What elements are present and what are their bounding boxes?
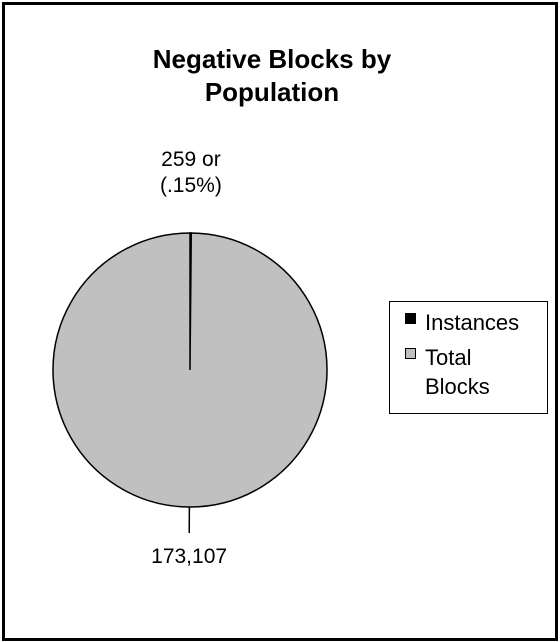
legend: Instances Total Blocks (389, 301, 548, 414)
legend-label: Instances (425, 310, 520, 335)
chart-title: Negative Blocks by Population (152, 44, 392, 107)
pie-slice (52, 232, 328, 508)
data-label: 259 or (.15%) (159, 148, 222, 197)
legend-item: Instances (390, 308, 540, 337)
data-label: 173,107 (151, 544, 228, 568)
legend-swatch (405, 313, 416, 324)
legend-label: Total Blocks (425, 345, 490, 399)
legend-swatch (405, 348, 416, 359)
legend-item: Total Blocks (390, 343, 540, 401)
